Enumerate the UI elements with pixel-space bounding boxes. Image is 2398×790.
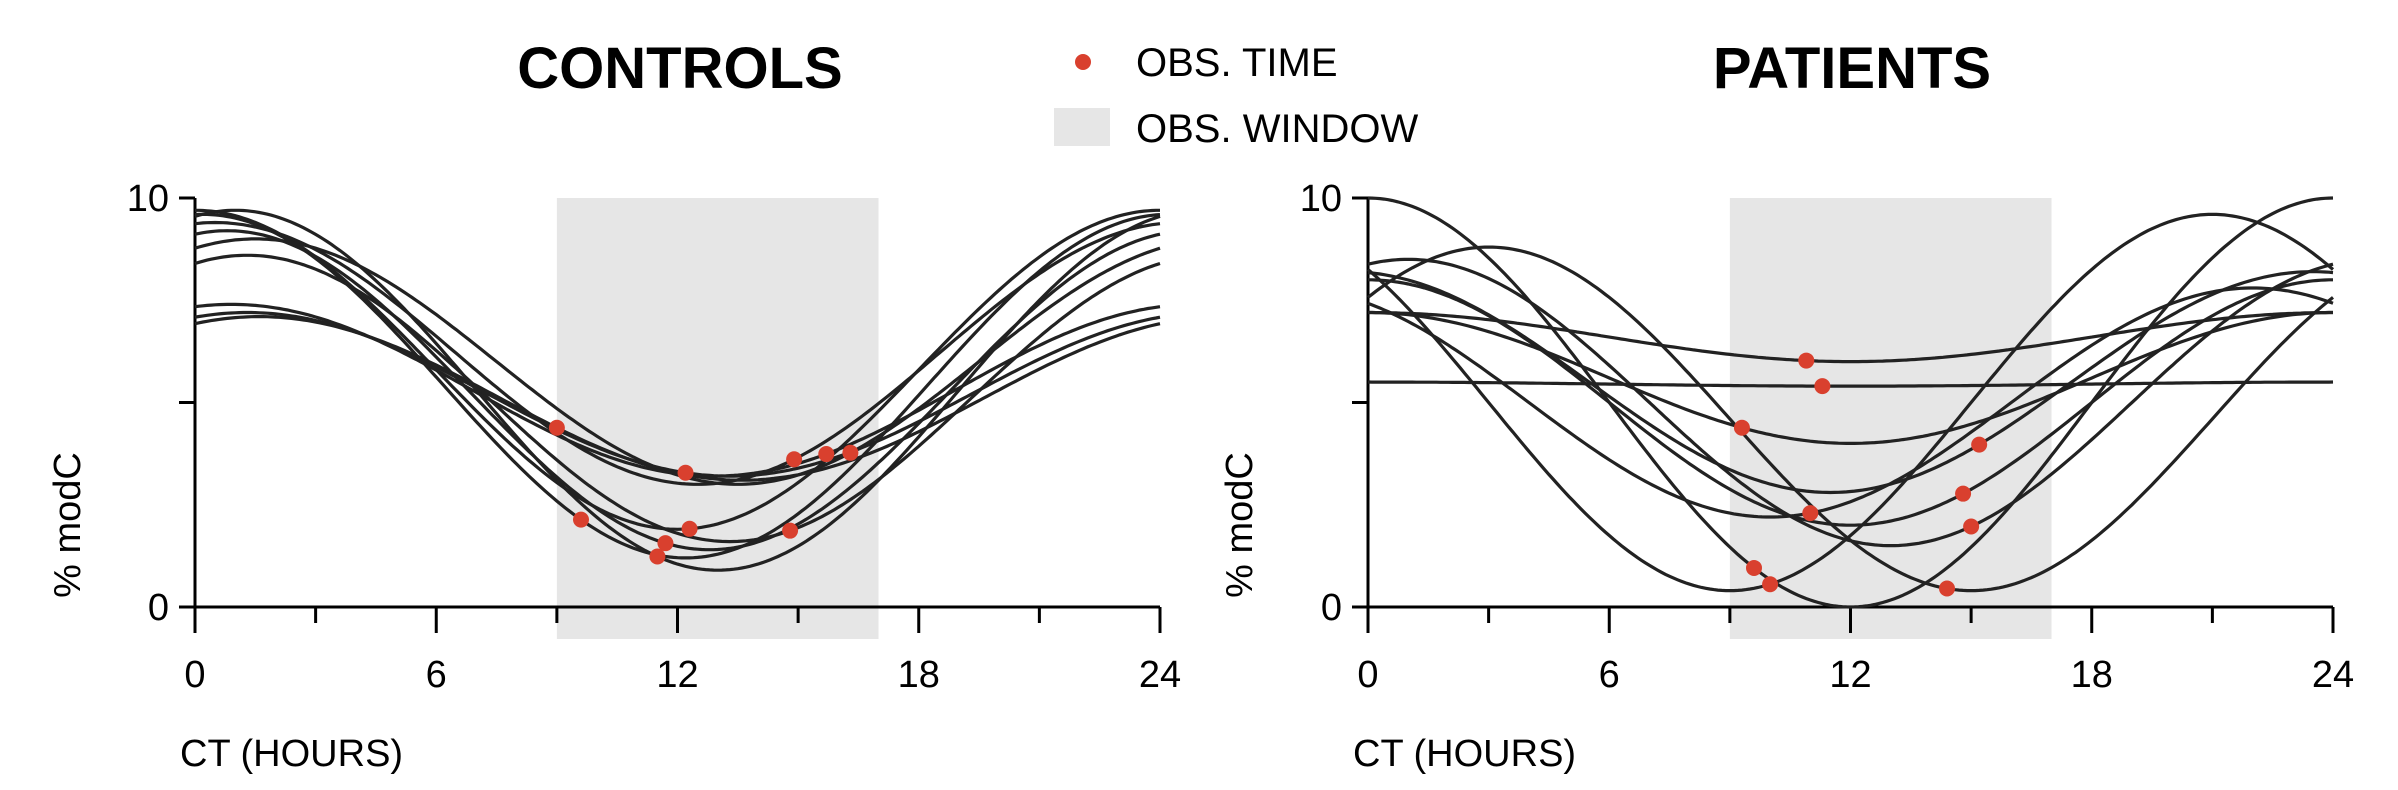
patients-series-line-10: [1367, 380, 2334, 388]
controls-series-line-2: [194, 229, 1161, 552]
controls-series-line-5: [195, 208, 1160, 531]
patients-obs-point-2: [1762, 576, 1779, 593]
legend-obs-window-label: OBS. WINDOW: [1136, 107, 1418, 151]
controls-x-tick-label: 12: [656, 654, 698, 696]
controls-obs-point-2: [657, 535, 674, 552]
patients-obs-point-3: [1939, 580, 1955, 597]
patients-obs-point-4: [1955, 485, 1972, 502]
patients-series-line-6: [1367, 286, 2334, 519]
patients-y-tick-label: 10: [1300, 178, 1342, 220]
patients-title: PATIENTS: [1713, 36, 1991, 101]
patients-obs-point-1: [1746, 559, 1762, 576]
controls-obs-point-3: [573, 511, 589, 528]
controls-ylabel: % modC: [47, 452, 89, 598]
controls-x-tick-label: 6: [426, 654, 447, 696]
controls-obs-point-8: [548, 419, 565, 436]
legend-obs-time-marker: [1075, 54, 1091, 70]
patients-x-tick-label: 24: [2312, 654, 2354, 696]
patients-obs-point-9: [1798, 352, 1815, 369]
controls-obs-point-1: [649, 548, 666, 565]
patients-ylabel: % modC: [1219, 452, 1261, 598]
patients-x-tick-label: 6: [1599, 654, 1620, 696]
patients-xlabel: CT (HOURS): [1353, 733, 1576, 775]
controls-y-tick-label: 0: [148, 587, 169, 629]
controls-obs-point-10: [818, 446, 835, 463]
legend: OBS. TIME OBS. WINDOW: [1054, 41, 1418, 151]
patients-series-line-2: [1366, 212, 2335, 593]
patients-obs-point-7: [1971, 436, 1988, 453]
controls-series-line-10: [194, 302, 1161, 478]
controls-obs-point-9: [677, 464, 694, 481]
patients-x-tick-label: 18: [2071, 654, 2113, 696]
legend-obs-time-label: OBS. TIME: [1136, 41, 1338, 85]
patients-obs-point-8: [1733, 419, 1750, 436]
patients-panel: PATIENTS CT (HOURS) % modC 0 10 0 6 12 18 24: [1219, 36, 2354, 775]
legend-obs-window-swatch: [1054, 108, 1110, 146]
patients-obs-window: [1729, 198, 2052, 639]
patients-series-line-8: [1368, 310, 2333, 445]
controls-series-line-3: [194, 212, 1161, 560]
controls-obs-window: [556, 198, 879, 639]
controls-x-tick-label: 24: [1139, 654, 1181, 696]
controls-x-tick-label: 18: [898, 654, 940, 696]
patients-obs-point-5: [1963, 518, 1980, 535]
patients-x-tick-label: 12: [1829, 654, 1871, 696]
controls-obs-point-7: [786, 451, 803, 468]
controls-obs-point-4: [782, 522, 799, 539]
controls-series-line-7: [194, 220, 1161, 486]
controls-x-tick-label: 0: [184, 654, 205, 696]
controls-panel: CONTROLS CT (HOURS) % modC 0 10 0 6 12 18 24: [47, 36, 1181, 775]
patients-obs-point-6: [1802, 505, 1819, 522]
controls-obs-point-5: [681, 520, 698, 537]
patients-obs-point-10: [1814, 378, 1831, 395]
controls-obs-point-6: [842, 444, 859, 461]
patients-series-line-9: [1368, 310, 2333, 364]
controls-xlabel: CT (HOURS): [180, 733, 403, 775]
patients-y-tick-label: 0: [1321, 587, 1342, 629]
patients-series-line-7: [1367, 269, 2334, 495]
controls-y-tick-label: 10: [127, 178, 169, 220]
patients-series-line-5: [1367, 257, 2334, 548]
patients-x-tick-label: 0: [1357, 654, 1378, 696]
controls-title: CONTROLS: [517, 36, 842, 101]
